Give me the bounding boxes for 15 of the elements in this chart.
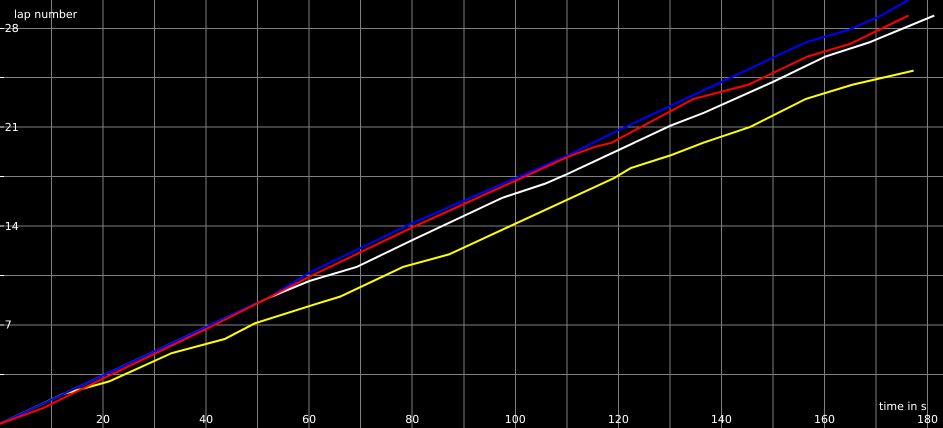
y-tick-label: 14 <box>4 220 19 233</box>
x-tick-label: 180 <box>917 412 938 426</box>
x-axis-title: time in s <box>879 400 927 413</box>
x-tick-label: 160 <box>814 412 835 426</box>
y-tick-label: 7 <box>4 318 12 332</box>
x-tick-label: 100 <box>504 412 526 426</box>
x-tick-label: 80 <box>405 412 420 426</box>
x-tick-label: 140 <box>710 412 732 426</box>
x-tick-label: 120 <box>608 412 629 426</box>
y-tick-label: 28 <box>4 22 19 36</box>
y-tick-label: 21 <box>4 120 19 134</box>
x-tick-label: 60 <box>302 412 316 426</box>
y-axis-title: lap number <box>14 8 78 21</box>
x-tick-label: 40 <box>199 412 214 426</box>
x-tick-label: 20 <box>96 412 110 426</box>
